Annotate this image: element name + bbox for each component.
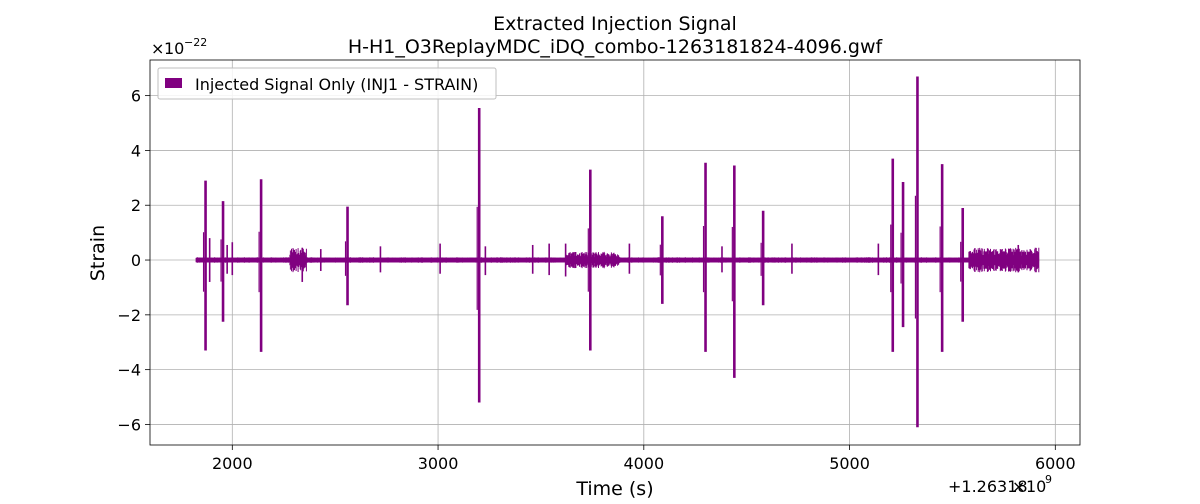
x-tick-label: 3000 (418, 454, 459, 473)
y-axis-label: Strain (87, 225, 109, 281)
x-tick-label: 2000 (212, 454, 253, 473)
x-offset-base: 10 (1026, 477, 1046, 496)
y-tick-label: −4 (117, 361, 141, 380)
y-axis: −6 −4 −2 0 2 4 6 (117, 87, 150, 434)
y-tick-label: 4 (131, 141, 141, 160)
x-offset-exponent: 9 (1045, 473, 1052, 486)
legend-box (157, 67, 497, 100)
y-scale-exponent: −22 (184, 36, 207, 49)
x-tick-label: 6000 (1035, 454, 1076, 473)
x-offset-times: × (1012, 477, 1025, 496)
series-layer (195, 76, 1040, 428)
y-scale-base: 10 (164, 39, 184, 58)
chart-title: Extracted Injection Signal (493, 13, 737, 35)
y-scale-multiplier: × 10 −22 (151, 36, 207, 58)
x-axis-label: Time (s) (575, 478, 653, 500)
y-tick-label: 2 (131, 196, 141, 215)
x-offset-value: +1.26318 (948, 477, 1028, 496)
series-injected-signal (195, 76, 1040, 428)
signal-noise (968, 247, 1040, 273)
x-tick-label: 5000 (829, 454, 870, 473)
y-tick-label: 0 (131, 251, 141, 270)
legend-label: Injected Signal Only (INJ1 - STRAIN) (195, 75, 478, 94)
x-offset: +1.26318 × 10 9 (948, 473, 1052, 496)
y-scale-times: × (151, 39, 164, 58)
x-axis: 2000 3000 4000 5000 6000 (212, 445, 1076, 473)
y-tick-label: −2 (117, 306, 141, 325)
y-tick-label: 6 (131, 87, 141, 106)
legend: Injected Signal Only (INJ1 - STRAIN) (157, 67, 497, 100)
legend-swatch (165, 78, 182, 88)
x-tick-label: 4000 (623, 454, 664, 473)
chart-subtitle: H-H1_O3ReplayMDC_iDQ_combo-1263181824-40… (348, 36, 884, 58)
plot-frame (149, 59, 1081, 446)
y-tick-label: −6 (117, 415, 141, 434)
